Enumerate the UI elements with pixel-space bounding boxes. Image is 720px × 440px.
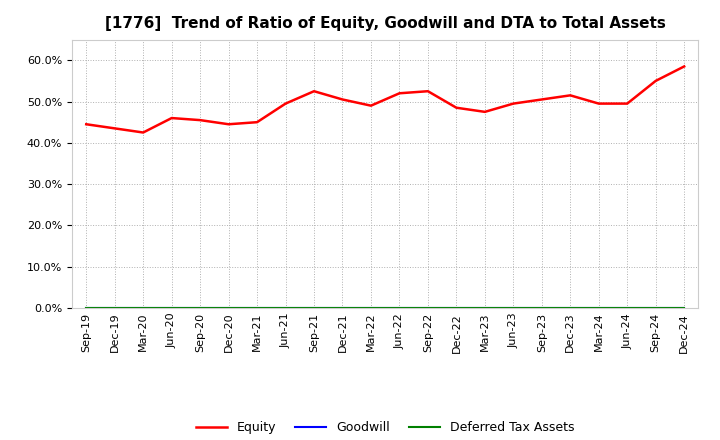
Equity: [395, 91, 404, 96]
Goodwill: [537, 305, 546, 311]
Deferred Tax Assets: [623, 305, 631, 311]
Deferred Tax Assets: [423, 305, 432, 311]
Goodwill: [338, 305, 347, 311]
Goodwill: [566, 305, 575, 311]
Goodwill: [282, 305, 290, 311]
Deferred Tax Assets: [452, 305, 461, 311]
Equity: [338, 97, 347, 102]
Goodwill: [167, 305, 176, 311]
Goodwill: [82, 305, 91, 311]
Goodwill: [366, 305, 375, 311]
Equity: [196, 117, 204, 123]
Equity: [452, 105, 461, 110]
Goodwill: [225, 305, 233, 311]
Deferred Tax Assets: [253, 305, 261, 311]
Equity: [110, 126, 119, 131]
Deferred Tax Assets: [537, 305, 546, 311]
Title: [1776]  Trend of Ratio of Equity, Goodwill and DTA to Total Assets: [1776] Trend of Ratio of Equity, Goodwil…: [105, 16, 665, 32]
Goodwill: [423, 305, 432, 311]
Deferred Tax Assets: [680, 305, 688, 311]
Goodwill: [452, 305, 461, 311]
Deferred Tax Assets: [82, 305, 91, 311]
Equity: [680, 64, 688, 69]
Deferred Tax Assets: [366, 305, 375, 311]
Equity: [480, 109, 489, 114]
Goodwill: [480, 305, 489, 311]
Deferred Tax Assets: [110, 305, 119, 311]
Deferred Tax Assets: [566, 305, 575, 311]
Deferred Tax Assets: [509, 305, 518, 311]
Equity: [167, 115, 176, 121]
Equity: [139, 130, 148, 135]
Goodwill: [310, 305, 318, 311]
Equity: [623, 101, 631, 106]
Equity: [652, 78, 660, 84]
Equity: [423, 88, 432, 94]
Deferred Tax Assets: [196, 305, 204, 311]
Goodwill: [110, 305, 119, 311]
Equity: [310, 88, 318, 94]
Goodwill: [652, 305, 660, 311]
Deferred Tax Assets: [338, 305, 347, 311]
Equity: [595, 101, 603, 106]
Goodwill: [595, 305, 603, 311]
Goodwill: [196, 305, 204, 311]
Equity: [253, 120, 261, 125]
Goodwill: [509, 305, 518, 311]
Equity: [366, 103, 375, 108]
Deferred Tax Assets: [652, 305, 660, 311]
Equity: [82, 121, 91, 127]
Deferred Tax Assets: [167, 305, 176, 311]
Line: Equity: Equity: [86, 66, 684, 132]
Equity: [282, 101, 290, 106]
Deferred Tax Assets: [139, 305, 148, 311]
Equity: [537, 97, 546, 102]
Equity: [225, 121, 233, 127]
Goodwill: [253, 305, 261, 311]
Deferred Tax Assets: [595, 305, 603, 311]
Legend: Equity, Goodwill, Deferred Tax Assets: Equity, Goodwill, Deferred Tax Assets: [191, 416, 580, 439]
Goodwill: [139, 305, 148, 311]
Equity: [566, 93, 575, 98]
Deferred Tax Assets: [480, 305, 489, 311]
Deferred Tax Assets: [310, 305, 318, 311]
Deferred Tax Assets: [395, 305, 404, 311]
Deferred Tax Assets: [225, 305, 233, 311]
Goodwill: [395, 305, 404, 311]
Deferred Tax Assets: [282, 305, 290, 311]
Goodwill: [623, 305, 631, 311]
Equity: [509, 101, 518, 106]
Goodwill: [680, 305, 688, 311]
